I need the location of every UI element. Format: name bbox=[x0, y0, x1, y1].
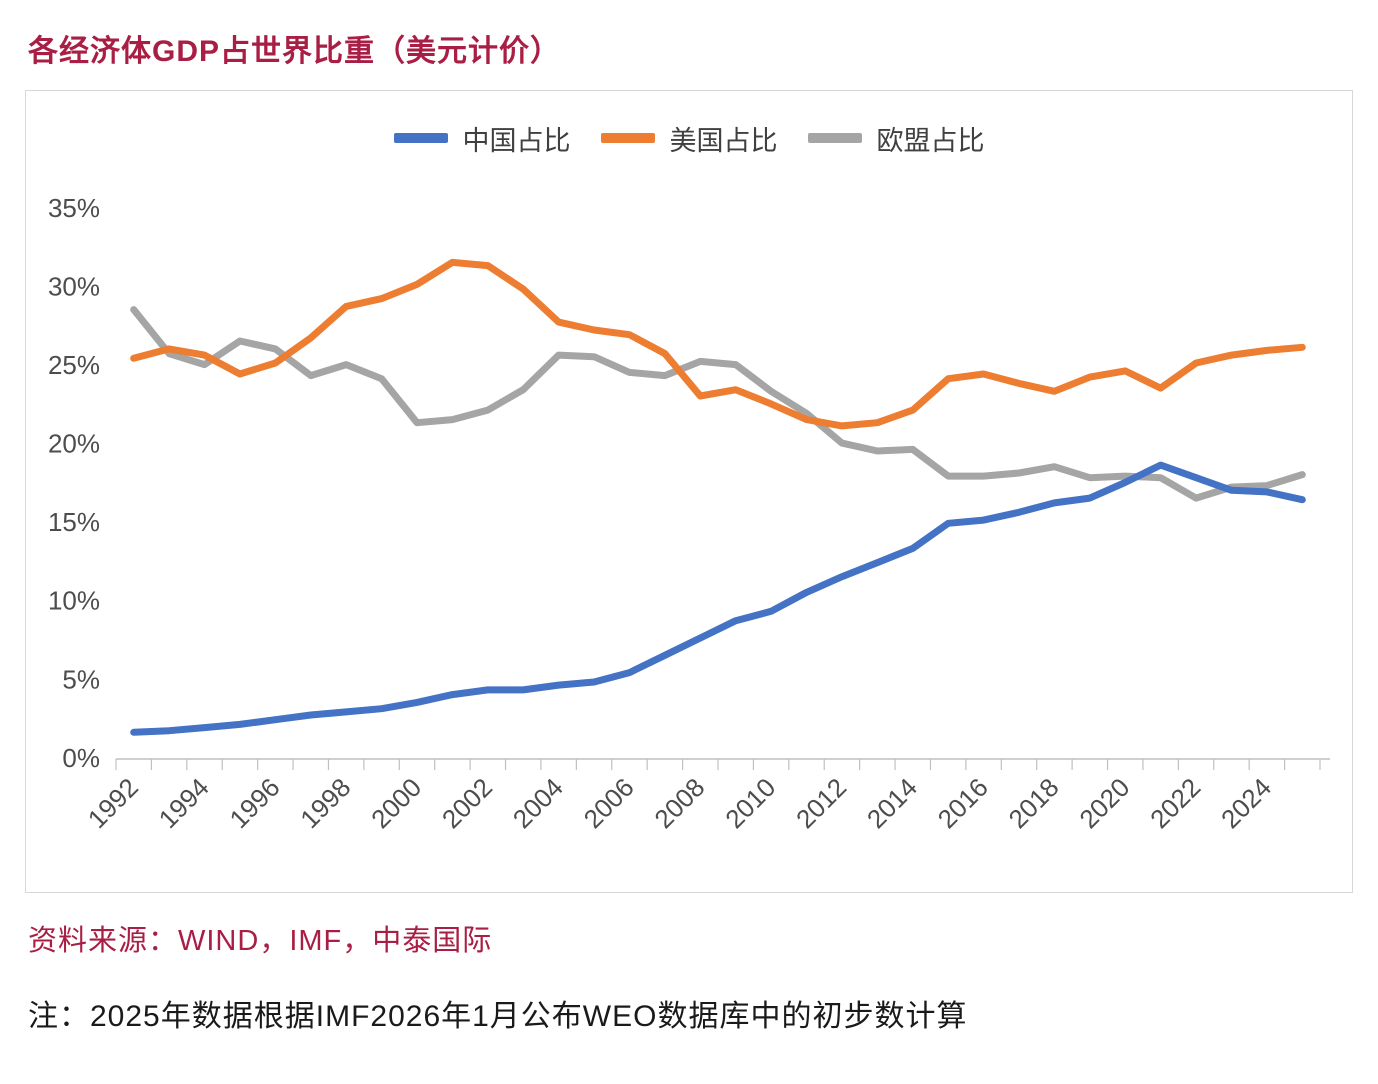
svg-text:2012: 2012 bbox=[790, 772, 852, 834]
us-line-swatch bbox=[600, 133, 655, 143]
svg-text:10%: 10% bbox=[48, 586, 100, 616]
page-title: 各经济体GDP占世界比重（美元计价） bbox=[28, 35, 562, 68]
legend-label-china: 中国占比 bbox=[462, 125, 571, 156]
svg-text:2006: 2006 bbox=[578, 772, 640, 834]
eu-line-swatch bbox=[807, 133, 862, 143]
china-line-swatch bbox=[393, 133, 448, 143]
svg-text:15%: 15% bbox=[48, 507, 100, 537]
svg-text:2008: 2008 bbox=[648, 772, 710, 834]
chart-legend: 中国占比 美国占比 欧盟占比 bbox=[26, 117, 1352, 159]
source-text: 资料来源：WIND，IMF，中泰国际 bbox=[28, 925, 493, 957]
note-text: 注：2025年数据根据IMF2026年1月公布WEO数据库中的初步数计算 bbox=[28, 1000, 968, 1033]
chart-container: 中国占比 美国占比 欧盟占比 0% 5% 10% 15% 20% 25% 30% 35% 199… bbox=[25, 90, 1353, 893]
svg-text:2010: 2010 bbox=[719, 772, 781, 834]
svg-text:2016: 2016 bbox=[932, 772, 994, 834]
svg-text:1998: 1998 bbox=[294, 772, 356, 834]
legend-item-china: 中国占比 bbox=[393, 119, 571, 158]
svg-text:2020: 2020 bbox=[1073, 772, 1135, 834]
svg-text:2018: 2018 bbox=[1003, 772, 1065, 834]
legend-item-eu: 欧盟占比 bbox=[807, 119, 985, 158]
svg-text:1994: 1994 bbox=[153, 772, 215, 834]
svg-text:5%: 5% bbox=[62, 664, 100, 694]
svg-text:35%: 35% bbox=[48, 193, 100, 223]
svg-text:25%: 25% bbox=[48, 350, 100, 380]
svg-text:2014: 2014 bbox=[861, 772, 923, 834]
svg-text:20%: 20% bbox=[48, 429, 100, 459]
svg-text:2002: 2002 bbox=[436, 772, 498, 834]
svg-text:2000: 2000 bbox=[365, 772, 427, 834]
svg-text:2024: 2024 bbox=[1215, 772, 1277, 834]
legend-label-eu: 欧盟占比 bbox=[876, 125, 985, 156]
svg-text:0%: 0% bbox=[62, 743, 100, 773]
svg-text:2022: 2022 bbox=[1144, 772, 1206, 834]
legend-label-us: 美国占比 bbox=[669, 125, 778, 156]
line-chart-plot: 0%5%10%15%20%25%30%35%1992 1994 1996 1998 20… bbox=[48, 193, 1330, 834]
legend-item-us: 美国占比 bbox=[600, 119, 778, 158]
svg-text:2004: 2004 bbox=[507, 772, 569, 834]
svg-text:1992: 1992 bbox=[82, 772, 144, 834]
svg-text:30%: 30% bbox=[48, 271, 100, 301]
svg-text:1996: 1996 bbox=[223, 772, 285, 834]
